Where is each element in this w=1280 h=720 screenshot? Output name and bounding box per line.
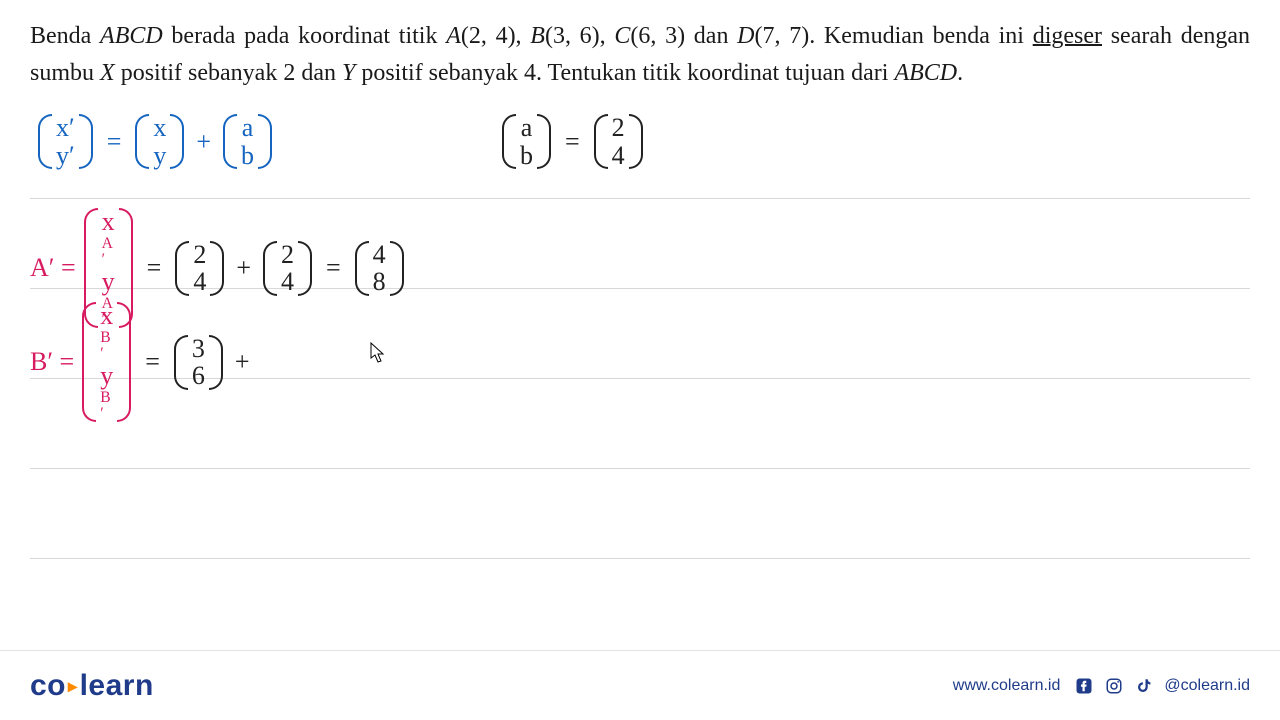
txt: ABCD — [100, 23, 163, 49]
txt: D — [737, 23, 754, 49]
txt: berada pada koordinat titik — [163, 23, 446, 49]
txt: Y — [342, 60, 355, 86]
instagram-icon[interactable] — [1104, 676, 1124, 696]
vector-ab-definition: ab = 24 — [500, 112, 645, 171]
rule-line — [30, 558, 1250, 559]
footer-right: www.colearn.id @colearn.id — [953, 676, 1250, 696]
tiktok-icon[interactable] — [1134, 676, 1154, 696]
txt: positif sebanyak 4. Tentukan titik koord… — [355, 60, 894, 86]
brand-logo: co▸learn — [30, 669, 154, 703]
txt: digeser — [1033, 23, 1102, 49]
txt: . — [957, 60, 963, 86]
social-icons: @colearn.id — [1074, 676, 1250, 696]
logo-learn: learn — [80, 669, 154, 702]
txt: B — [530, 23, 545, 49]
rule-line — [30, 198, 1250, 199]
facebook-icon[interactable] — [1074, 676, 1094, 696]
logo-dot: ▸ — [66, 676, 80, 696]
txt: (7, 7). Kemudian benda ini — [755, 23, 1033, 49]
txt: (3, 6), — [545, 23, 614, 49]
rule-line — [30, 468, 1250, 469]
logo-co: co — [30, 669, 66, 702]
txt: positif sebanyak 2 dan — [115, 60, 342, 86]
txt: A — [446, 23, 461, 49]
social-handle: @colearn.id — [1164, 677, 1250, 695]
footer: co▸learn www.colearn.id @colearn.id — [0, 650, 1280, 720]
txt: Benda — [30, 23, 100, 49]
formula-translation: x′y′ = xy + ab — [36, 112, 274, 171]
txt: C — [614, 23, 630, 49]
cursor-icon — [370, 342, 386, 364]
txt: (6, 3) dan — [630, 23, 737, 49]
handwriting-area: x′y′ = xy + ab ab = 24 A′ = xA′ yA′ = 24… — [30, 102, 1250, 532]
site-url[interactable]: www.colearn.id — [953, 677, 1061, 695]
txt: ABCD — [894, 60, 957, 86]
calc-b-prime: B′ = xB′ yB′ = 36 + — [30, 300, 254, 424]
txt: X — [100, 60, 115, 86]
problem-statement: Benda ABCD berada pada koordinat titik A… — [30, 18, 1250, 92]
txt: (2, 4), — [461, 23, 530, 49]
